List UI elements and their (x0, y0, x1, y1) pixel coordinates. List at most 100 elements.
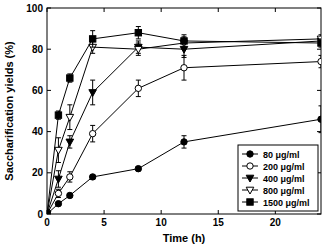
error-cap (90, 125, 95, 126)
error-cap (182, 80, 187, 81)
error-bar (67, 172, 72, 182)
marker (67, 192, 73, 198)
y-tick-label: 40 (32, 126, 44, 137)
error-cap (56, 170, 61, 171)
x-tick-label: 0 (44, 217, 50, 228)
series (47, 106, 321, 214)
x-tick-label: 10 (156, 217, 168, 228)
error-cap (136, 38, 141, 39)
y-tick (47, 8, 51, 9)
error-cap (67, 171, 72, 172)
legend-label: 800 μg/ml (263, 186, 305, 196)
error-cap (319, 67, 322, 68)
error-cap (67, 129, 72, 130)
series (47, 35, 321, 214)
error-bar (56, 111, 61, 119)
error-bar (182, 37, 187, 49)
y-tick-label: 60 (32, 85, 44, 96)
marker (55, 176, 63, 183)
x-tick-label: 20 (270, 217, 282, 228)
error-bar (182, 55, 187, 80)
error-cap (319, 132, 322, 133)
error-cap (136, 40, 141, 41)
legend-box (238, 145, 318, 211)
error-cap (56, 189, 61, 190)
legend-marker (246, 175, 254, 182)
marker (135, 46, 143, 53)
error-cap (90, 104, 95, 105)
error-cap (136, 43, 141, 44)
y-tick-right (317, 214, 321, 215)
error-cap (182, 47, 187, 48)
error-cap (319, 55, 322, 56)
error-cap (56, 111, 61, 112)
marker (89, 36, 95, 42)
x-tick-top (218, 8, 219, 12)
error-bar (182, 136, 187, 148)
series-line (47, 41, 321, 214)
marker (66, 139, 74, 146)
legend-marker (247, 163, 253, 169)
series-line (47, 119, 321, 214)
y-tick (47, 172, 51, 173)
legend-label: 200 μg/ml (263, 162, 305, 172)
error-cap (182, 57, 187, 58)
chart: 05101520020406080100Time (h)Saccharifica… (0, 0, 326, 248)
error-cap (136, 26, 141, 27)
legend-marker (246, 187, 254, 194)
y-tick-label: 80 (32, 44, 44, 55)
x-tick (104, 210, 105, 214)
y-tick-label: 0 (37, 209, 43, 220)
y-tick-label: 20 (32, 167, 44, 178)
marker (67, 75, 73, 81)
series-line (47, 33, 321, 214)
error-cap (90, 30, 95, 31)
y-axis-label: Saccharification yields (%) (3, 41, 15, 181)
plot-area (47, 27, 321, 214)
marker (181, 38, 187, 44)
marker (67, 174, 73, 180)
error-cap (136, 80, 141, 81)
marker (55, 201, 61, 207)
legend-marker (247, 199, 253, 205)
marker (135, 85, 141, 91)
x-tick (218, 210, 219, 214)
error-cap (182, 148, 187, 149)
marker (89, 174, 95, 180)
y-tick-right (317, 49, 321, 50)
error-cap (90, 47, 95, 48)
error-cap (67, 104, 72, 105)
marker (89, 130, 95, 136)
error-cap (67, 82, 72, 83)
y-tick (47, 49, 51, 50)
legend-label: 1500 μg/ml (263, 198, 310, 208)
error-cap (182, 34, 187, 35)
series (47, 37, 321, 214)
x-tick-top (161, 8, 162, 12)
error-cap (90, 80, 95, 81)
error-bar (67, 74, 72, 82)
error-cap (319, 34, 322, 35)
marker (181, 139, 187, 145)
error-cap (319, 38, 322, 39)
error-cap (67, 73, 72, 74)
error-cap (182, 135, 187, 136)
marker (135, 30, 141, 36)
marker (180, 46, 188, 53)
error-cap (90, 141, 95, 142)
marker (47, 211, 50, 214)
marker (181, 65, 187, 71)
series-line (47, 62, 321, 214)
y-tick-right (317, 131, 321, 132)
error-cap (67, 182, 72, 183)
marker (135, 165, 141, 171)
error-cap (136, 55, 141, 56)
error-cap (56, 119, 61, 120)
error-bar (90, 31, 95, 47)
error-cap (56, 162, 61, 163)
x-tick-label: 5 (101, 217, 107, 228)
legend-label: 400 μg/ml (263, 174, 305, 184)
marker (55, 147, 63, 154)
error-bar (319, 55, 322, 67)
error-bar (136, 80, 141, 96)
